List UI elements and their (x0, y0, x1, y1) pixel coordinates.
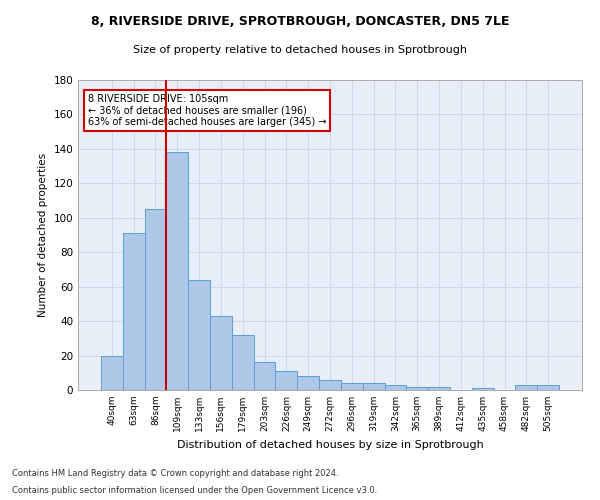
Text: Size of property relative to detached houses in Sprotbrough: Size of property relative to detached ho… (133, 45, 467, 55)
Bar (297, 376, 319, 390)
Bar (341, 383, 363, 390)
Bar (319, 380, 341, 390)
Bar (123, 234, 145, 390)
Bar (232, 335, 254, 390)
Bar (254, 362, 275, 390)
Text: 8 RIVERSIDE DRIVE: 105sqm
← 36% of detached houses are smaller (196)
63% of semi: 8 RIVERSIDE DRIVE: 105sqm ← 36% of detac… (88, 94, 326, 127)
Text: Contains public sector information licensed under the Open Government Licence v3: Contains public sector information licen… (12, 486, 377, 495)
Bar (188, 280, 210, 390)
Y-axis label: Number of detached properties: Number of detached properties (38, 153, 48, 317)
Bar (472, 388, 494, 390)
Text: 8, RIVERSIDE DRIVE, SPROTBROUGH, DONCASTER, DN5 7LE: 8, RIVERSIDE DRIVE, SPROTBROUGH, DONCAST… (91, 15, 509, 28)
Bar (166, 152, 188, 390)
Bar (428, 386, 450, 390)
Bar (515, 385, 537, 390)
Bar (101, 356, 123, 390)
Bar (275, 371, 297, 390)
Bar (537, 385, 559, 390)
Bar (145, 209, 166, 390)
Bar (385, 385, 406, 390)
Bar (363, 383, 385, 390)
Text: Contains HM Land Registry data © Crown copyright and database right 2024.: Contains HM Land Registry data © Crown c… (12, 468, 338, 477)
Bar (406, 386, 428, 390)
Bar (210, 316, 232, 390)
X-axis label: Distribution of detached houses by size in Sprotbrough: Distribution of detached houses by size … (176, 440, 484, 450)
